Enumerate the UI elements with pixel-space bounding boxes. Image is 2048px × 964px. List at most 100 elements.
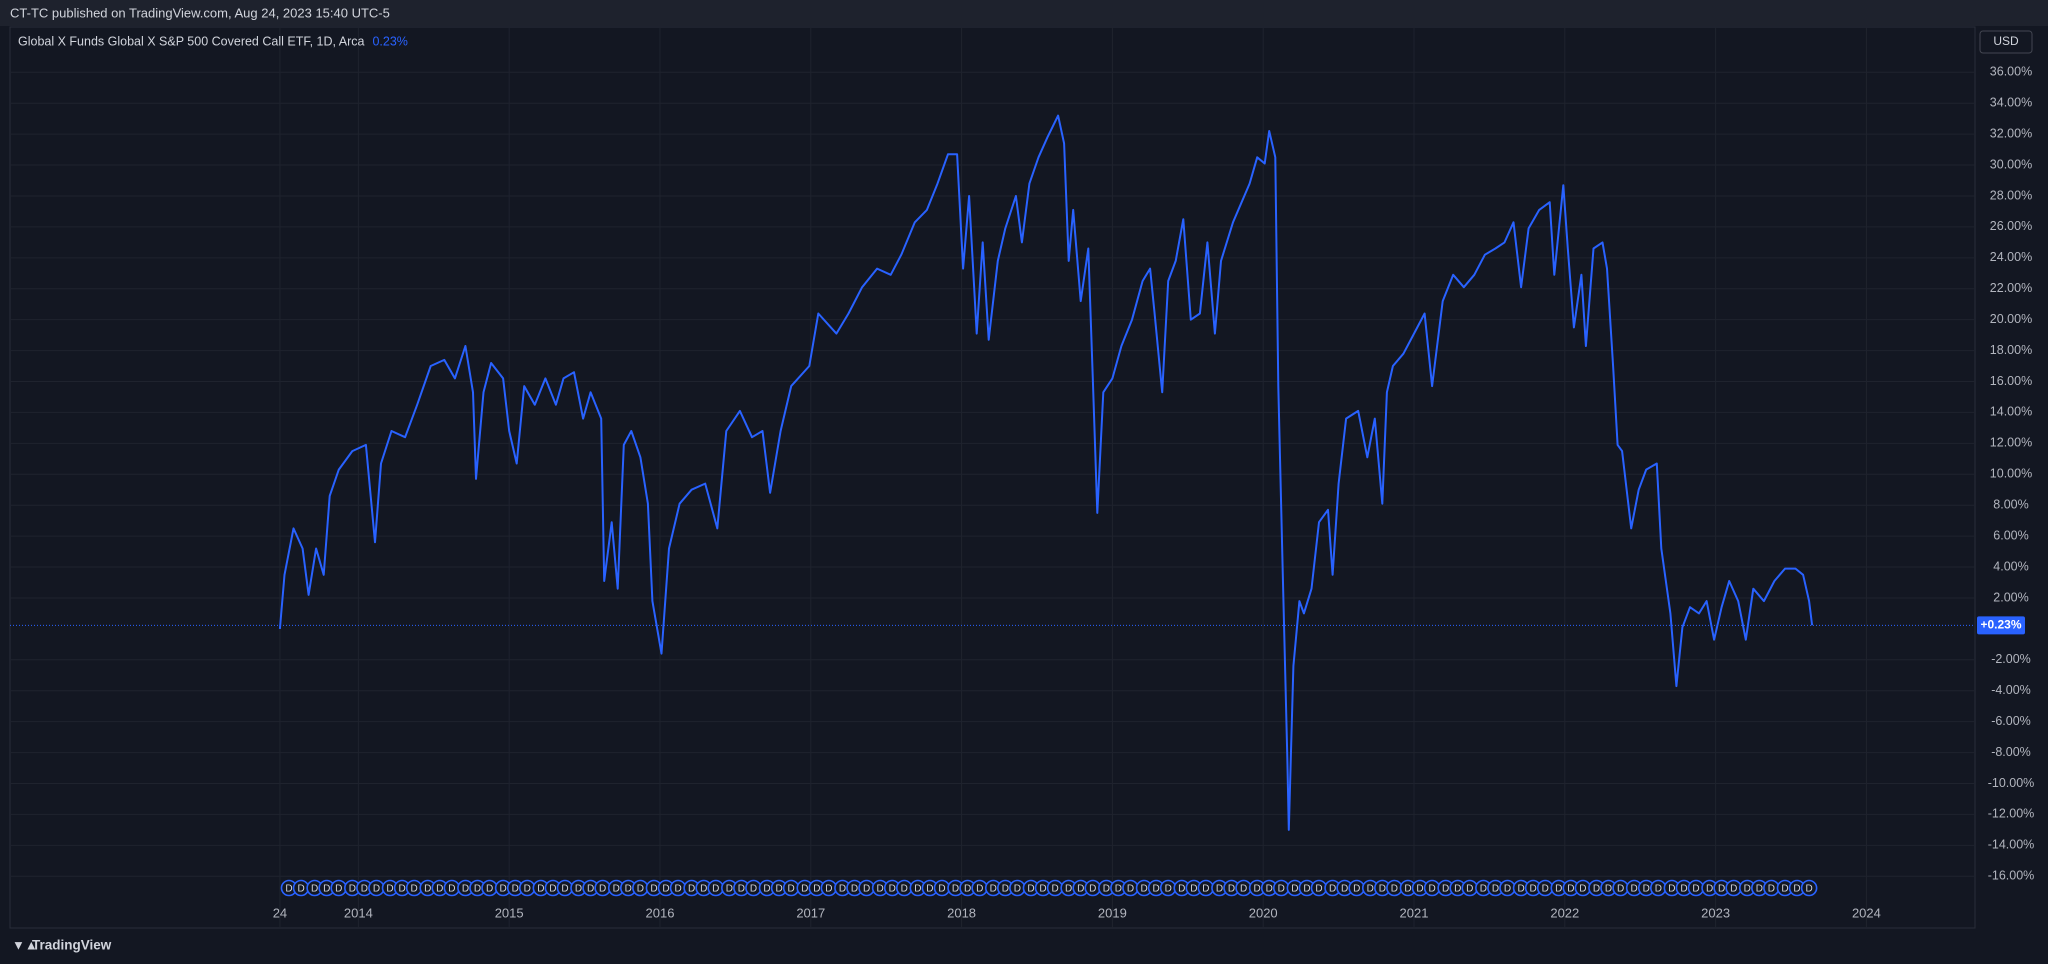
dividend-label: D [1768,884,1775,895]
y-tick-label: 36.00% [1990,65,2032,79]
dividend-label: D [1379,884,1386,895]
dividend-label: D [1605,884,1612,895]
dividend-label: D [349,884,356,895]
y-tick-label: 10.00% [1990,467,2032,481]
dividend-label: D [1579,884,1586,895]
dividend-label: D [1517,884,1524,895]
dividend-label: D [448,884,455,895]
dividend-label: D [587,884,594,895]
x-tick-label: 2016 [646,905,675,920]
y-tick-label: -6.00% [1991,714,2031,728]
dividend-label: D [323,884,330,895]
dividend-label: D [436,884,443,895]
dividend-label: D [411,884,418,895]
dividend-label: D [877,884,884,895]
dividend-label: D [990,884,997,895]
dividend-label: D [474,884,481,895]
dividend-label: D [1428,884,1435,895]
dividend-label: D [1329,884,1336,895]
dividend-label: D [1680,884,1687,895]
dividend-label: D [1805,884,1812,895]
dividend-marker [1800,879,1818,897]
footer-brand: TradingView [32,938,112,953]
dividend-label: D [1416,884,1423,895]
dividend-label: D [462,884,469,895]
dividend-label: D [1454,884,1461,895]
dividend-label: D [1140,884,1147,895]
price-line [278,114,1814,831]
x-tick-label: 24 [273,905,287,920]
y-tick-label: -12.00% [1988,807,2035,821]
dividend-label: D [1115,884,1122,895]
footer [0,930,2048,964]
y-tick-label: 34.00% [1990,96,2032,110]
dividend-label: D [1391,884,1398,895]
dividend-label: D [561,884,568,895]
dividend-label: D [373,884,380,895]
footer-logo: ▼▲ [12,937,38,952]
dividend-label: D [1027,884,1034,895]
dividend-label: D [1216,884,1223,895]
dividend-label: D [926,884,933,895]
dividend-label: D [1278,884,1285,895]
dividend-label: D [1631,884,1638,895]
dividend-label: D [297,884,304,895]
dividend-label: D [1165,884,1172,895]
y-tick-label: 6.00% [1993,528,2028,542]
dividend-label: D [1793,884,1800,895]
dividend-label: D [688,884,695,895]
x-tick-label: 2024 [1852,905,1881,920]
dividend-label: D [1567,884,1574,895]
dividend-label: D [625,884,632,895]
dividend-label: D [1744,884,1751,895]
x-tick-label: 2021 [1400,905,1429,920]
dividend-label: D [1593,884,1600,895]
dividend-label: D [1266,884,1273,895]
dividend-label: D [952,884,959,895]
x-tick-label: 2018 [947,905,976,920]
y-tick-label: 26.00% [1990,219,2032,233]
currency-label[interactable]: USD [1993,34,2019,48]
dividend-label: D [1668,884,1675,895]
y-tick-label: 14.00% [1990,405,2032,419]
dividend-label: D [1002,884,1009,895]
y-tick-label: 24.00% [1990,250,2032,264]
dividend-label: D [575,884,582,895]
dividend-label: D [1153,884,1160,895]
dividend-label: D [813,884,820,895]
dividend-label: D [674,884,681,895]
x-tick-label: 2020 [1249,905,1278,920]
x-tick-label: 2022 [1550,905,1579,920]
dividend-label: D [650,884,657,895]
dividend-label: D [1480,884,1487,895]
x-tick-label: 2014 [344,905,373,920]
dividend-label: D [285,884,292,895]
dividend-label: D [1643,884,1650,895]
dividend-label: D [1781,884,1788,895]
dividend-label: D [599,884,606,895]
dividend-label: D [1303,884,1310,895]
dividend-label: D [1202,884,1209,895]
dividend-label: D [889,884,896,895]
x-tick-label: 2017 [796,905,825,920]
dividend-label: D [938,884,945,895]
y-tick-label: -4.00% [1991,683,2031,697]
dividend-label: D [976,884,983,895]
dividend-label: D [914,884,921,895]
dividend-label: D [613,884,620,895]
dividend-label: D [839,884,846,895]
y-tick-label: 28.00% [1990,188,2032,202]
dividend-label: D [335,884,342,895]
dividend-label: D [1291,884,1298,895]
dividend-label: D [851,884,858,895]
dividend-label: D [512,884,519,895]
x-tick-label: 2019 [1098,905,1127,920]
dividend-label: D [1404,884,1411,895]
dividend-label: D [424,884,431,895]
dividend-label: D [386,884,393,895]
y-tick-label: 22.00% [1990,281,2032,295]
last-price-badge [1977,616,2025,635]
currency-button[interactable] [1979,30,2033,54]
dividend-label: D [1240,884,1247,895]
